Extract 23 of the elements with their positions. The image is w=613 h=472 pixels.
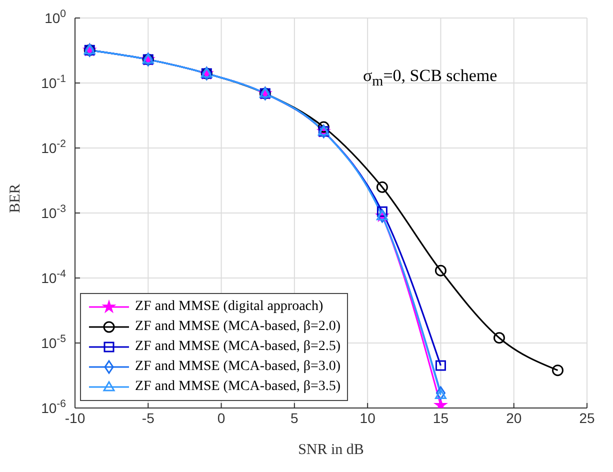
y-tick-label: 10$^{-4}$	[41, 268, 66, 286]
y-tick-label: 10$^{-6}$	[41, 398, 66, 416]
x-tick-label: 0	[217, 410, 226, 426]
y-tick-label: 10$^{-2}$	[41, 138, 66, 156]
legend-label: ZF and MMSE (digital approach)	[135, 298, 324, 316]
annotation: σ$_{m}$=0, SCB scheme	[363, 66, 498, 90]
x-tick-label: 25	[579, 410, 595, 426]
x-tick-label: 15	[432, 410, 449, 426]
x-tick-label: 10	[360, 410, 376, 426]
y-tick-label: 10$^{0}$	[44, 8, 66, 26]
y-tick-label: 10$^{-3}$	[41, 203, 66, 221]
x-tick-label: 20	[506, 410, 522, 426]
x-tick-label: -10	[64, 410, 86, 426]
y-tick-label: 10$^{-5}$	[41, 333, 66, 351]
legend-label: ZF and MMSE (MCA-based, β=2.5)	[135, 338, 341, 356]
x-tick-label: 5	[290, 410, 299, 426]
x-tick-label: -5	[142, 410, 155, 426]
x-axis-title: SNR in dB	[298, 442, 364, 458]
y-tick-label: 10$^{-1}$	[41, 73, 66, 91]
legend-label: ZF and MMSE (MCA-based, β=3.5)	[135, 378, 341, 396]
y-axis-title: BER	[7, 184, 24, 213]
legend-label: ZF and MMSE (MCA-based, β=2.0)	[135, 318, 341, 336]
legend-label: ZF and MMSE (MCA-based, β=3.0)	[135, 358, 341, 376]
